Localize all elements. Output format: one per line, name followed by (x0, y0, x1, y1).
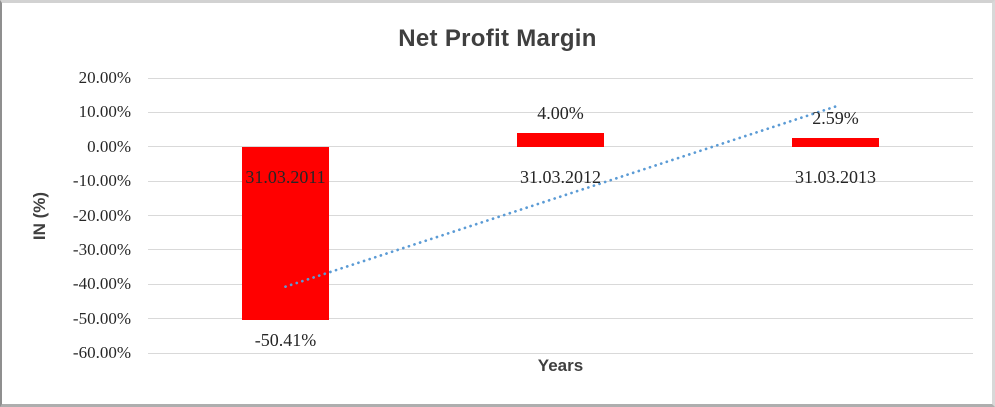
category-label: 31.03.2011 (245, 166, 326, 187)
gridline (148, 318, 973, 320)
y-axis-tick-label: -50.00% (72, 308, 131, 328)
y-axis-tick-label: -30.00% (72, 239, 131, 259)
plot-area: 31.03.2011 -50.41% 31.03.2012 4.00% 31.03.20… (148, 77, 973, 354)
y-axis-tick-label: -20.00% (72, 205, 131, 225)
gridline (148, 111, 973, 113)
gridline (148, 77, 973, 79)
trendline-dotted-line (284, 105, 837, 289)
gridline (148, 146, 973, 148)
y-axis-tick-label: 20.00% (78, 68, 131, 87)
x-axis-title: Years (537, 356, 584, 375)
gridline (148, 215, 973, 216)
data-label: -50.41% (254, 330, 317, 351)
y-axis-tick-label: 0.00% (87, 136, 131, 156)
gridline (148, 283, 973, 285)
bar (242, 146, 329, 321)
data-label: 2.59% (812, 107, 859, 128)
trendline (284, 105, 837, 289)
y-axis-tick-label: -10.00% (72, 171, 131, 191)
chart-title: Net Profit Margin (398, 25, 597, 52)
gridline (148, 180, 973, 182)
y-axis-tick-label: 10.00% (78, 102, 131, 122)
y-axis-tick-label: -60.00% (72, 343, 131, 362)
gridline (148, 249, 973, 251)
y-axis-tick-label: -40.00% (72, 274, 131, 294)
category-label: 31.03.2012 (520, 166, 601, 187)
bar (792, 137, 879, 147)
gridline (148, 352, 973, 354)
data-label: 4.00% (537, 103, 584, 123)
bar (517, 133, 604, 147)
category-label: 31.03.2013 (795, 166, 876, 187)
